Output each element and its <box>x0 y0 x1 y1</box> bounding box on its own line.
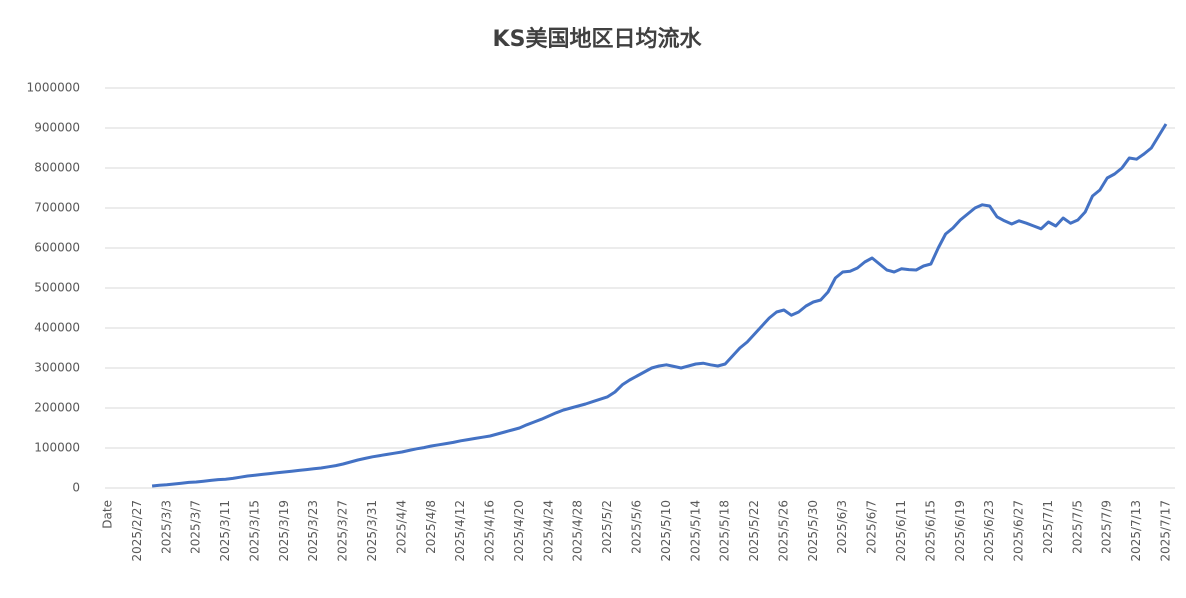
x-tick-label: 2025/4/8 <box>424 500 438 554</box>
x-tick-label: 2025/3/19 <box>277 500 291 562</box>
x-tick-label: 2025/3/15 <box>247 500 261 562</box>
y-tick-label: 600000 <box>34 241 80 255</box>
x-tick-label: 2025/5/6 <box>630 500 644 554</box>
x-tick-label: 2025/6/19 <box>953 500 967 562</box>
x-tick-label: 2025/3/23 <box>306 500 320 562</box>
x-tick-label: 2025/4/16 <box>483 500 497 562</box>
y-tick-label: 500000 <box>34 281 80 295</box>
x-tick-label: 2025/3/27 <box>336 500 350 562</box>
y-tick-label: 700000 <box>34 201 80 215</box>
y-tick-label: 1000000 <box>27 81 80 95</box>
x-tick-label: 2025/4/12 <box>453 500 467 562</box>
x-tick-label: 2025/3/11 <box>218 500 232 562</box>
y-tick-label: 800000 <box>34 161 80 175</box>
y-tick-label: 100000 <box>34 441 80 455</box>
x-tick-label: 2025/5/30 <box>806 500 820 562</box>
x-tick-label: 2025/6/23 <box>982 500 996 562</box>
y-tick-label: 400000 <box>34 321 80 335</box>
y-tick-label: 900000 <box>34 121 80 135</box>
x-tick-label: 2025/5/18 <box>718 500 732 562</box>
x-tick-label: 2025/7/13 <box>1129 500 1143 562</box>
data-line <box>151 123 1168 488</box>
x-tick-label: 2025/3/7 <box>189 500 203 554</box>
x-tick-label: 2025/7/9 <box>1100 500 1114 554</box>
x-tick-label: 2025/6/11 <box>894 500 908 562</box>
x-tick-label: 2025/5/26 <box>776 500 790 562</box>
x-tick-label: 2025/7/5 <box>1070 500 1084 554</box>
x-tick-label: 2025/3/3 <box>159 500 173 554</box>
x-tick-label: 2025/3/31 <box>365 500 379 562</box>
x-tick-label: 2025/6/7 <box>865 500 879 554</box>
x-tick-label: 2025/6/15 <box>923 500 937 562</box>
chart-title: KS美国地区日均流水 <box>493 26 703 52</box>
x-tick-label: 2025/5/2 <box>600 500 614 554</box>
y-tick-label: 200000 <box>34 401 80 415</box>
x-tick-label: 2025/7/17 <box>1159 500 1173 562</box>
x-tick-label: 2025/4/24 <box>541 500 555 562</box>
x-tick-label: 2025/4/20 <box>512 500 526 562</box>
y-tick-label: 300000 <box>34 361 80 375</box>
x-tick-label: 2025/5/14 <box>688 500 702 562</box>
x-tick-label: 2025/5/10 <box>659 500 673 562</box>
x-tick-label: 2025/5/22 <box>747 500 761 562</box>
x-tick-label: Date <box>101 500 115 529</box>
x-tick-label: 2025/2/27 <box>130 500 144 562</box>
x-tick-label: 2025/6/27 <box>1012 500 1026 562</box>
y-tick-label: 0 <box>72 481 80 495</box>
x-tick-label: 2025/4/28 <box>571 500 585 562</box>
x-tick-label: 2025/6/3 <box>835 500 849 554</box>
x-tick-label: 2025/7/1 <box>1041 500 1055 554</box>
x-tick-label: 2025/4/4 <box>394 500 408 554</box>
